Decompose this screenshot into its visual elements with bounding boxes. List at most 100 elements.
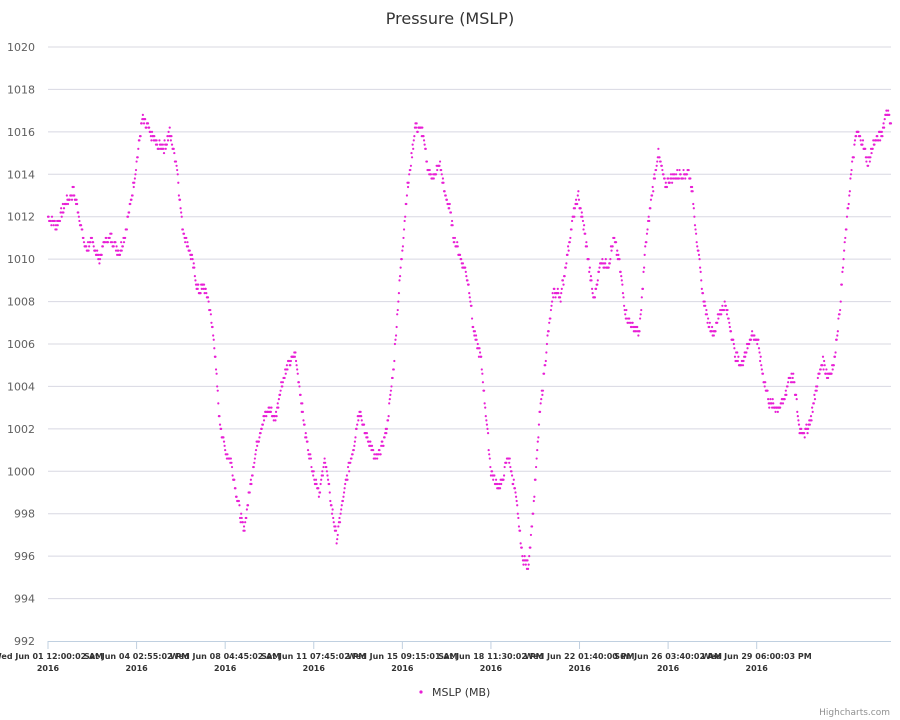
mslp-point xyxy=(145,126,148,129)
mslp-point xyxy=(710,330,713,333)
mslp-point xyxy=(596,279,599,282)
y-tick-label-1006: 1006 xyxy=(7,338,35,351)
mslp-point xyxy=(473,330,477,333)
y-tick-label-1014: 1014 xyxy=(7,168,35,181)
mslp-point xyxy=(166,139,170,142)
mslp-point xyxy=(673,173,676,176)
mslp-point xyxy=(424,147,427,150)
mslp-point xyxy=(516,504,519,507)
mslp-point xyxy=(621,291,625,295)
mslp-point xyxy=(514,491,517,494)
mslp-point xyxy=(864,147,867,150)
mslp-point xyxy=(356,423,359,426)
mslp-point xyxy=(289,359,292,363)
mslp-point xyxy=(88,245,91,248)
mslp-point xyxy=(167,130,170,133)
mslp-point xyxy=(760,368,763,371)
mslp-point xyxy=(810,419,813,422)
mslp-point xyxy=(512,478,515,481)
mslp-point xyxy=(714,330,717,333)
mslp-point xyxy=(135,160,138,163)
mslp-point xyxy=(178,198,182,201)
mslp-point xyxy=(391,376,394,380)
mslp-point xyxy=(205,291,208,295)
mslp-point xyxy=(398,279,401,282)
mslp-point xyxy=(490,470,494,473)
series-mslp-points[interactable] xyxy=(46,109,893,570)
mslp-point xyxy=(180,215,183,218)
mslp-point xyxy=(155,139,158,142)
mslp-point xyxy=(508,457,511,460)
mslp-point xyxy=(110,232,113,235)
mslp-point xyxy=(576,202,579,206)
mslp-point xyxy=(797,423,801,426)
mslp-point xyxy=(723,300,726,303)
mslp-point xyxy=(725,313,729,316)
mslp-point xyxy=(428,168,431,172)
mslp-point xyxy=(664,181,667,184)
mslp-point xyxy=(590,279,593,282)
mslp-point xyxy=(559,300,562,303)
mslp-point xyxy=(803,432,806,435)
mslp-point xyxy=(53,219,56,223)
mslp-point xyxy=(149,135,152,138)
mslp-point xyxy=(244,521,247,524)
y-tick-label-1012: 1012 xyxy=(7,211,35,224)
mslp-point xyxy=(414,126,418,129)
mslp-point xyxy=(406,185,410,189)
mslp-point xyxy=(865,160,868,163)
mslp-point xyxy=(580,211,583,214)
mslp-point xyxy=(269,410,272,413)
legend-marker[interactable] xyxy=(419,690,423,694)
mslp-point xyxy=(596,283,599,286)
y-tick-label-1020: 1020 xyxy=(7,41,35,54)
mslp-point xyxy=(199,291,202,295)
mslp-point xyxy=(204,287,207,290)
mslp-point xyxy=(655,164,658,167)
mslp-point xyxy=(549,317,552,320)
mslp-point xyxy=(47,215,50,218)
mslp-point xyxy=(766,389,769,392)
mslp-point xyxy=(49,219,52,223)
mslp-point xyxy=(535,457,538,460)
mslp-point xyxy=(865,156,869,159)
mslp-point xyxy=(568,241,571,244)
x-tick-year: 2016 xyxy=(657,664,680,673)
mslp-point xyxy=(853,143,856,146)
mslp-point xyxy=(238,516,242,520)
credits-link[interactable]: Highcharts.com xyxy=(819,708,890,718)
mslp-point xyxy=(574,198,578,201)
mslp-point xyxy=(342,495,345,498)
mslp-point xyxy=(795,393,798,397)
mslp-point xyxy=(429,173,433,176)
mslp-point xyxy=(839,308,842,312)
mslp-point xyxy=(795,398,798,401)
mslp-point xyxy=(423,143,426,146)
mslp-point xyxy=(881,135,884,138)
mslp-point xyxy=(615,253,618,256)
mslp-point xyxy=(68,198,71,201)
mslp-point xyxy=(464,266,467,269)
mslp-point xyxy=(465,275,468,278)
mslp-point xyxy=(668,181,671,184)
mslp-point xyxy=(128,211,131,214)
mslp-point xyxy=(625,308,628,312)
mslp-point xyxy=(757,338,760,341)
mslp-point xyxy=(536,440,539,443)
mslp-point xyxy=(101,245,104,248)
mslp-point xyxy=(737,355,740,358)
x-axis-ticks: Wed Jun 01 12:00:02 AM 2016 Sat Jun 04 02:… xyxy=(0,641,812,673)
mslp-point xyxy=(325,465,328,469)
mslp-point xyxy=(489,465,492,469)
mslp-point xyxy=(545,342,549,346)
mslp-point xyxy=(253,457,256,460)
mslp-point xyxy=(453,241,456,244)
mslp-point xyxy=(351,453,354,456)
legend[interactable]: MSLP (MB) xyxy=(419,686,490,699)
mslp-point xyxy=(297,381,300,384)
mslp-point xyxy=(851,160,854,163)
mslp-point xyxy=(813,393,816,397)
mslp-point xyxy=(488,457,491,460)
legend-label-mslp[interactable]: MSLP (MB) xyxy=(432,686,490,699)
mslp-point xyxy=(286,368,289,371)
